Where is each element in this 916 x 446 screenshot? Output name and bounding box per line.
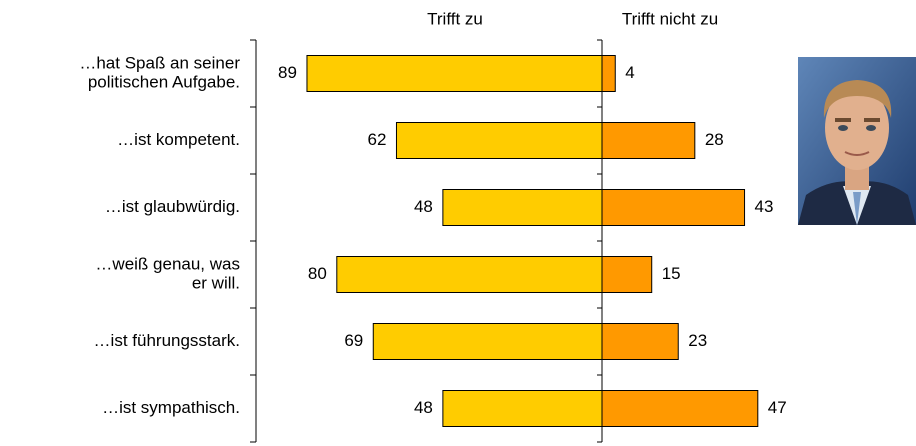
- category-label: politischen Aufgabe.: [88, 72, 240, 91]
- bar: [442, 189, 603, 226]
- category-label: …ist glaubwürdig.: [105, 197, 240, 216]
- bar: [601, 55, 616, 92]
- category-label: …weiß genau, was: [95, 254, 240, 273]
- bar: [372, 323, 603, 360]
- portrait: [798, 57, 916, 225]
- bar: [442, 390, 603, 427]
- legend-entry: Trifft nicht zu: [622, 9, 718, 28]
- value-label: 62: [368, 130, 387, 149]
- category-label: …ist sympathisch.: [102, 398, 240, 417]
- value-label: 47: [768, 398, 787, 417]
- legend-entry: Trifft zu: [427, 9, 483, 28]
- value-label: 43: [755, 197, 774, 216]
- category-label: …ist führungsstark.: [94, 331, 240, 350]
- bar: [601, 122, 696, 159]
- bar: [601, 323, 679, 360]
- category-label: …ist kompetent.: [117, 130, 240, 149]
- value-label: 4: [625, 63, 634, 82]
- category-label: …hat Spaß an seiner: [79, 53, 240, 72]
- value-label: 28: [705, 130, 724, 149]
- category-label: er will.: [192, 273, 240, 292]
- value-label: 23: [688, 331, 707, 350]
- value-label: 48: [414, 398, 433, 417]
- value-label: 15: [662, 264, 681, 283]
- bar: [306, 55, 603, 92]
- value-label: 48: [414, 197, 433, 216]
- bar: [601, 189, 746, 226]
- bar: [601, 390, 759, 427]
- bar: [336, 256, 603, 293]
- value-label: 69: [344, 331, 363, 350]
- bar: [395, 122, 603, 159]
- value-label: 80: [308, 264, 327, 283]
- bar: [601, 256, 653, 293]
- value-label: 89: [278, 63, 297, 82]
